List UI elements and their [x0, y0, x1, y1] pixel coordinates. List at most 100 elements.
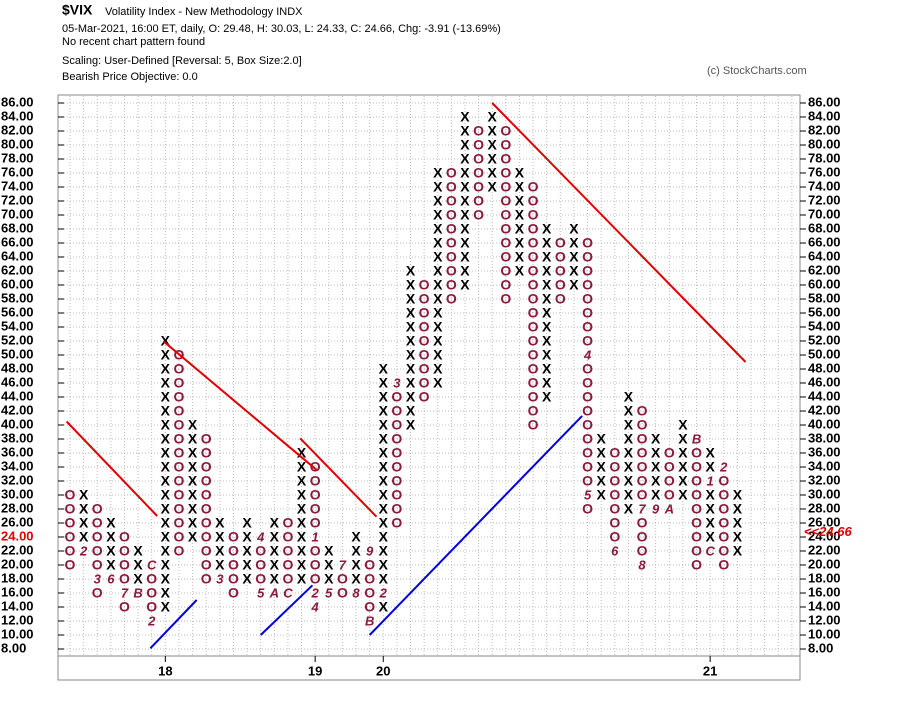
x-box: X	[542, 319, 552, 335]
o-box: O	[582, 403, 593, 419]
x-box: X	[133, 543, 143, 559]
month-marker: 9	[366, 543, 374, 558]
x-box: X	[433, 235, 443, 251]
x-box: X	[678, 487, 688, 503]
o-box: O	[609, 473, 620, 489]
o-box: O	[528, 389, 539, 405]
o-box: O	[201, 445, 212, 461]
y-tick-label: 68.00	[1, 220, 34, 235]
x-box: X	[433, 305, 443, 321]
o-box: O	[65, 543, 76, 559]
o-box: O	[500, 207, 511, 223]
o-box: O	[255, 543, 266, 559]
x-box: X	[460, 179, 470, 195]
o-box: O	[174, 361, 185, 377]
x-box: X	[624, 459, 634, 475]
x-box: X	[406, 375, 416, 391]
x-box: X	[161, 599, 171, 615]
o-box: O	[391, 487, 402, 503]
x-box: X	[460, 221, 470, 237]
x-box: X	[733, 501, 743, 517]
o-box: O	[500, 123, 511, 139]
o-box: O	[282, 515, 293, 531]
x-box: X	[460, 207, 470, 223]
o-box: O	[528, 347, 539, 363]
x-box: X	[379, 473, 389, 489]
o-box: O	[201, 515, 212, 531]
x-box: X	[379, 361, 389, 377]
x-box: X	[242, 515, 252, 531]
o-box: O	[419, 333, 430, 349]
o-box: O	[528, 277, 539, 293]
x-box: X	[542, 375, 552, 391]
y-tick-label-right: 38.00	[808, 430, 841, 445]
o-box: O	[228, 543, 239, 559]
x-box: X	[488, 179, 498, 195]
x-box: X	[624, 501, 634, 517]
x-box: X	[161, 403, 171, 419]
y-tick-label: 60.00	[1, 276, 34, 291]
o-box: O	[174, 501, 185, 517]
x-box: X	[161, 417, 171, 433]
month-marker: 2	[311, 585, 320, 600]
x-box: X	[297, 515, 307, 531]
month-marker: C	[147, 557, 157, 572]
o-box: O	[582, 333, 593, 349]
month-marker: B	[692, 431, 701, 446]
x-box: X	[351, 543, 361, 559]
o-box: O	[691, 487, 702, 503]
month-marker: 7	[339, 557, 347, 572]
y-tick-label-right: 26.00	[808, 514, 841, 529]
o-box: O	[119, 599, 130, 615]
o-box: O	[146, 599, 157, 615]
x-box: X	[597, 431, 607, 447]
o-box: O	[609, 487, 620, 503]
o-box: O	[174, 389, 185, 405]
month-marker: 5	[325, 585, 333, 600]
x-box: X	[379, 417, 389, 433]
o-box: O	[446, 165, 457, 181]
o-box: O	[119, 529, 130, 545]
y-tick-label: 80.00	[1, 136, 34, 151]
x-box: X	[569, 277, 579, 293]
x-box: X	[651, 431, 661, 447]
o-box: O	[391, 459, 402, 475]
y-tick-label: 62.00	[1, 262, 34, 277]
x-box: X	[705, 529, 715, 545]
x-box: X	[488, 137, 498, 153]
o-box: O	[255, 571, 266, 587]
x-box: X	[678, 431, 688, 447]
x-box: X	[678, 445, 688, 461]
x-box: X	[297, 529, 307, 545]
o-box: O	[609, 459, 620, 475]
y-tick-label: 74.00	[1, 178, 34, 193]
o-box: O	[174, 445, 185, 461]
o-box: O	[65, 515, 76, 531]
o-box: O	[528, 263, 539, 279]
month-marker: C	[283, 585, 293, 600]
o-box: O	[174, 529, 185, 545]
x-box: X	[460, 193, 470, 209]
x-box: X	[106, 529, 116, 545]
y-tick-label-right: 70.00	[808, 206, 841, 221]
o-box: O	[528, 305, 539, 321]
x-box: X	[188, 431, 198, 447]
o-box: O	[419, 291, 430, 307]
y-tick-label-right: 82.00	[808, 122, 841, 137]
x-box: X	[705, 459, 715, 475]
trend-line	[491, 102, 747, 363]
o-box: O	[609, 529, 620, 545]
o-box: O	[310, 487, 321, 503]
x-box: X	[515, 235, 525, 251]
x-box: X	[406, 277, 416, 293]
x-box: X	[515, 179, 525, 195]
x-box: X	[651, 445, 661, 461]
month-marker: 3	[94, 571, 102, 586]
x-box: X	[161, 361, 171, 377]
y-tick-label: 66.00	[1, 234, 34, 249]
y-tick-label-right: 64.00	[808, 248, 841, 263]
y-tick-label: 86.00	[1, 94, 34, 109]
o-box: O	[528, 235, 539, 251]
o-box: O	[364, 599, 375, 615]
